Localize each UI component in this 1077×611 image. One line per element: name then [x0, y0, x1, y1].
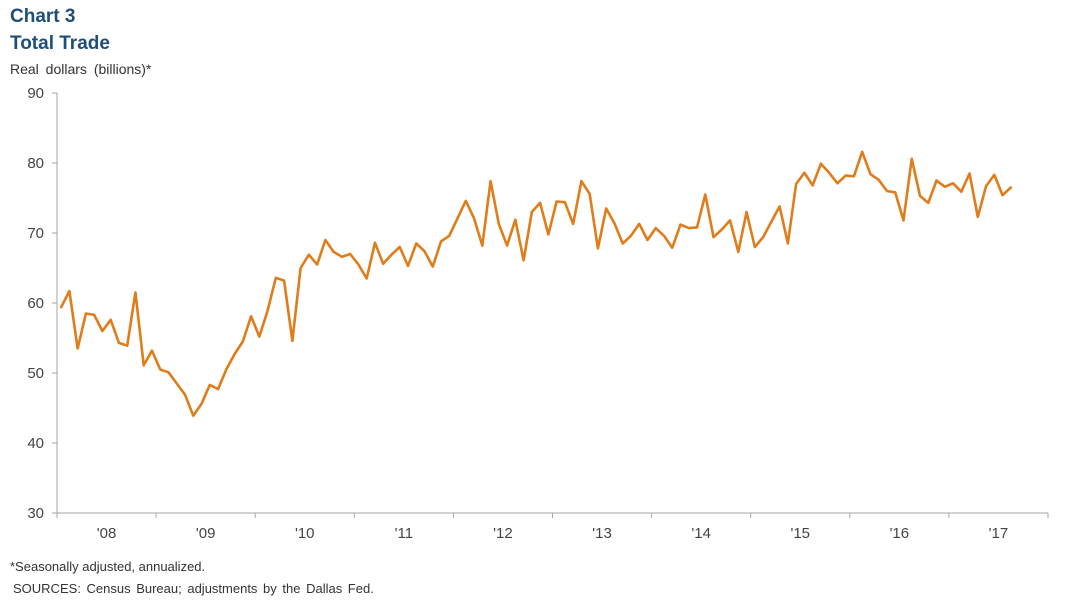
y-axis — [52, 92, 58, 514]
y-tick-label: 90 — [27, 85, 44, 102]
x-tick-label: '12 — [493, 525, 513, 542]
x-axis — [56, 512, 1049, 518]
x-tick-label: '13 — [592, 525, 612, 542]
x-tick-label: '08 — [97, 525, 117, 542]
x-tick-label: '17 — [989, 525, 1009, 542]
y-tick-label: 50 — [27, 365, 44, 382]
sources-note: SOURCES: Census Bureau; adjustments by t… — [13, 581, 374, 596]
y-tick-label: 40 — [27, 435, 44, 452]
y-tick-label: 60 — [27, 295, 44, 312]
y-tick-label: 80 — [27, 155, 44, 172]
y-tick-label: 70 — [27, 225, 44, 242]
y-tick-label: 30 — [27, 505, 44, 522]
x-tick-label: '10 — [295, 525, 315, 542]
total-trade-series-line — [59, 150, 1013, 417]
y-axis-unit-label: Real dollars (billions)* — [10, 61, 152, 77]
y-tick-labels: 30 40 50 60 70 80 90 — [27, 85, 44, 522]
footnote: *Seasonally adjusted, annualized. — [10, 559, 206, 574]
x-tick-label: '15 — [790, 525, 810, 542]
chart-title: Total Trade — [10, 33, 110, 54]
x-tick-label: '09 — [196, 525, 216, 542]
x-tick-label: '14 — [691, 525, 711, 542]
x-tick-label: '11 — [395, 525, 413, 542]
x-tick-labels: '08 '09 '10 '11 '12 '13 '14 '15 '16 '17 — [97, 525, 1008, 542]
x-tick-label: '16 — [890, 525, 910, 542]
chart-number: Chart 3 — [10, 6, 76, 27]
